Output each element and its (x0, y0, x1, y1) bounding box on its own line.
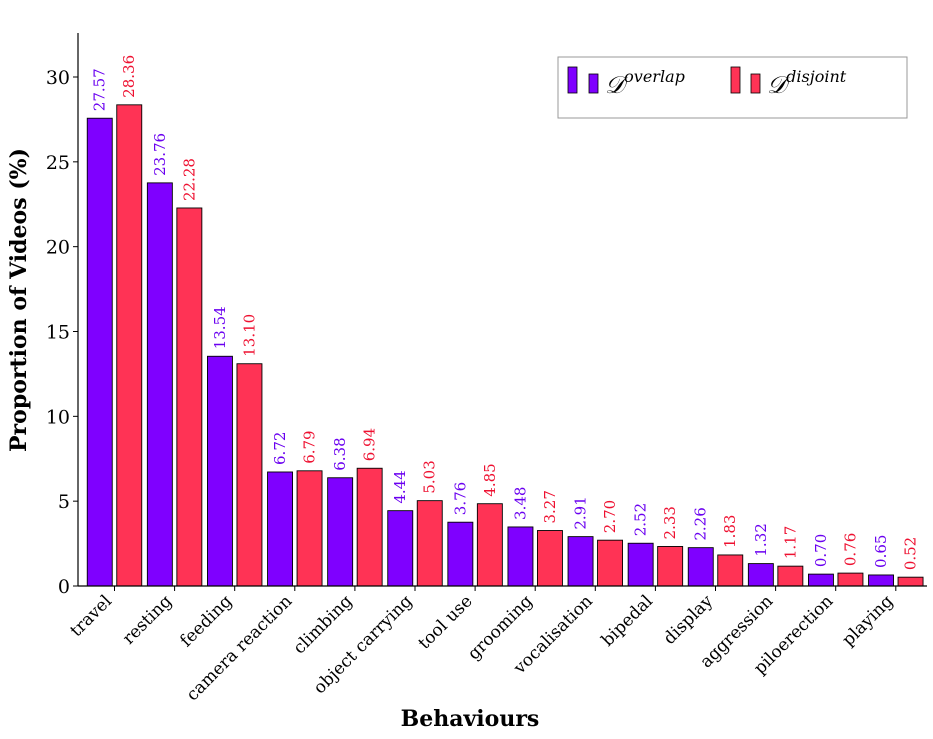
bar-disjoint-climbing (356, 467, 383, 587)
y-tick-label: 30 (46, 67, 70, 89)
data-label-disjoint: 1.83 (721, 515, 739, 548)
legend-swatch-disjoint (730, 66, 741, 94)
data-labels-group: 27.57 28.36 23.76 22.28 13.54 13.10 6.72 6.79 6.… (91, 55, 920, 570)
data-label-overlap: 6.72 (271, 432, 289, 465)
data-label-disjoint: 3.27 (541, 490, 559, 523)
x-tick-label: camera reaction (183, 591, 297, 705)
bar-disjoint-aggression (777, 565, 804, 587)
y-tick-label: 5 (58, 491, 70, 513)
x-tick-label: resting (119, 591, 176, 648)
bar-overlap-object-carrying (387, 510, 414, 587)
x-tick-label: playing (838, 591, 897, 650)
data-label-overlap: 1.32 (752, 523, 770, 556)
x-tick-label: bipedal (598, 591, 657, 650)
x-tick-label: feeding (176, 591, 236, 651)
data-label-overlap: 23.76 (151, 133, 169, 176)
y-axis-title: Proportion of Videos (%) (6, 148, 32, 452)
data-label-overlap: 13.54 (211, 306, 229, 349)
y-tick-label: 25 (46, 152, 70, 174)
bar-disjoint-display (717, 554, 744, 587)
bar-disjoint-bipedal (657, 546, 684, 587)
data-label-disjoint: 0.76 (841, 533, 859, 566)
bar-disjoint-playing (897, 576, 924, 587)
bar-disjoint-vocalisation (597, 539, 623, 587)
data-label-overlap: 0.65 (872, 535, 890, 568)
bar-disjoint-grooming (537, 530, 563, 587)
y-tick-label: 10 (46, 406, 70, 428)
data-label-overlap: 6.38 (331, 437, 349, 470)
bar-disjoint-object-carrying (416, 500, 443, 587)
legend-swatch-overlap-2 (588, 73, 599, 94)
data-label-overlap: 2.52 (632, 503, 650, 536)
bar-overlap-display (687, 547, 714, 587)
bar-overlap-travel (86, 117, 113, 587)
y-tick-label: 20 (46, 237, 70, 259)
bar-overlap-climbing (327, 477, 354, 587)
y-tick-label: 0 (58, 576, 70, 598)
data-label-overlap: 0.70 (812, 534, 830, 567)
data-label-disjoint: 22.28 (180, 158, 198, 201)
data-label-disjoint: 2.70 (601, 500, 619, 533)
data-label-disjoint: 2.33 (661, 506, 679, 539)
data-label-overlap: 3.48 (511, 487, 529, 520)
legend-label-overlap: 𝒟overlap (605, 67, 685, 99)
legend-label-disjoint: 𝒟disjoint (767, 67, 847, 99)
bar-overlap-vocalisation (567, 536, 594, 587)
x-tick-label: travel (66, 591, 116, 641)
data-label-disjoint: 4.85 (481, 463, 499, 496)
bar-disjoint-tool-use (476, 503, 503, 587)
bar-overlap-playing (868, 574, 894, 587)
bar-overlap-tool-use (447, 521, 474, 587)
bar-disjoint-travel (116, 104, 143, 587)
y-tick-label: 15 (46, 322, 70, 344)
bar-overlap-feeding (206, 355, 233, 587)
bar-disjoint-resting (176, 207, 203, 587)
bar-overlap-camera-reaction (267, 471, 293, 587)
data-label-disjoint: 1.17 (781, 526, 799, 559)
bar-disjoint-piloerection (837, 572, 864, 587)
data-label-disjoint: 6.94 (361, 428, 379, 461)
x-tick-label: display (660, 591, 718, 649)
legend-swatch-disjoint-2 (750, 73, 761, 94)
bars-group (86, 104, 924, 587)
data-label-disjoint: 6.79 (301, 430, 319, 463)
data-label-disjoint: 28.36 (120, 55, 138, 98)
x-axis-title: Behaviours (401, 706, 540, 732)
bar-overlap-bipedal (627, 542, 654, 587)
bar-disjoint-camera-reaction (296, 470, 323, 587)
data-label-overlap: 2.91 (572, 496, 590, 529)
bar-overlap-grooming (507, 526, 534, 587)
y-ticks-group: 0 5 10 15 20 25 30 (46, 67, 78, 598)
data-label-overlap: 3.76 (451, 482, 469, 515)
legend-swatch-overlap (567, 66, 578, 94)
data-label-overlap: 2.26 (692, 507, 710, 540)
bar-overlap-aggression (747, 563, 774, 587)
bar-overlap-resting (146, 182, 173, 587)
bar-disjoint-feeding (236, 363, 263, 587)
data-label-disjoint: 5.03 (421, 460, 439, 493)
data-label-disjoint: 0.52 (902, 537, 920, 570)
x-tick-label: tool use (414, 591, 476, 653)
legend: 𝒟overlap 𝒟disjoint (557, 56, 908, 119)
data-label-overlap: 27.57 (91, 68, 109, 111)
bar-overlap-piloerection (808, 573, 834, 587)
data-label-overlap: 4.44 (391, 470, 409, 503)
data-label-disjoint: 13.10 (240, 314, 258, 357)
